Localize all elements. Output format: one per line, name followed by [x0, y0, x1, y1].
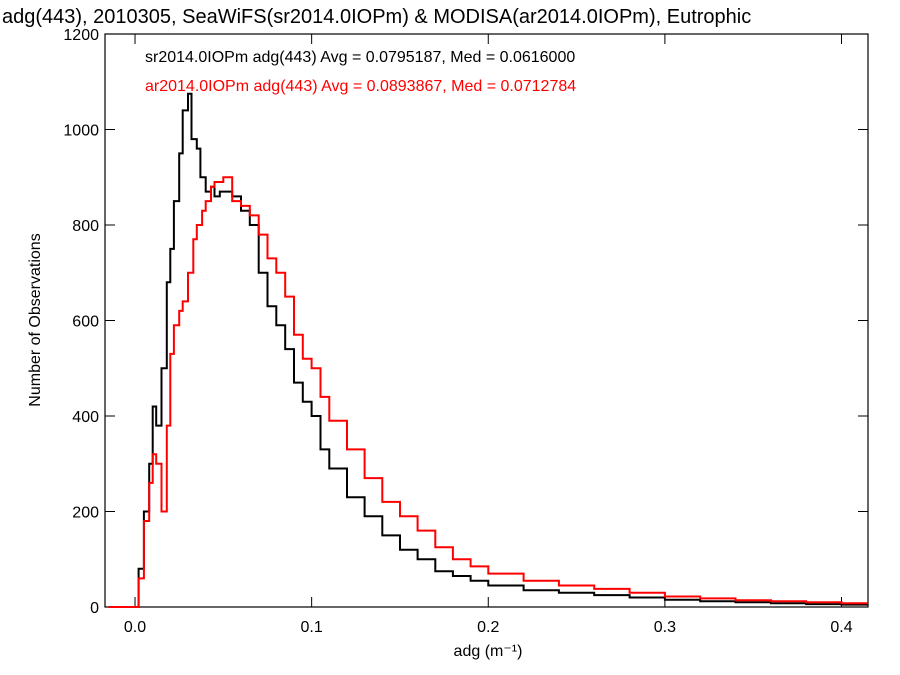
y-tick-label: 600	[72, 314, 99, 331]
chart-title: adg(443), 2010305, SeaWiFS(sr2014.0IOPm)…	[2, 6, 751, 28]
y-tick-label: 200	[72, 505, 99, 522]
series-line-0	[108, 92, 868, 608]
y-tick-label: 0	[90, 600, 99, 617]
x-tick-label: 0.1	[301, 619, 323, 636]
plot-frame	[104, 33, 869, 608]
y-tick-label: 400	[72, 409, 99, 426]
x-tick-label: 0.4	[830, 619, 852, 636]
legend: sr2014.0IOPm adg(443) Avg = 0.0795187, M…	[145, 49, 576, 95]
legend-entry-ar2014: ar2014.0IOPm adg(443) Avg = 0.0893867, M…	[145, 78, 576, 95]
x-axis-label: adg (m⁻¹)	[454, 643, 523, 660]
x-tick-label: 0.2	[477, 619, 499, 636]
y-axis-label: Number of Observations	[27, 233, 44, 406]
plot-area: 0.0 0.1 0.2 0.3 0.4 0 200 400 600 800 1000 1200	[63, 27, 869, 636]
legend-entry-sr2014: sr2014.0IOPm adg(443) Avg = 0.0795187, M…	[145, 49, 575, 66]
x-tick-label: 0.3	[654, 619, 676, 636]
y-tick-label: 800	[72, 218, 99, 235]
y-tick-label: 1000	[63, 123, 99, 140]
series-line-1	[108, 176, 868, 608]
y-tick-label: 1200	[63, 27, 99, 44]
x-tick-label: 0.0	[124, 619, 146, 636]
